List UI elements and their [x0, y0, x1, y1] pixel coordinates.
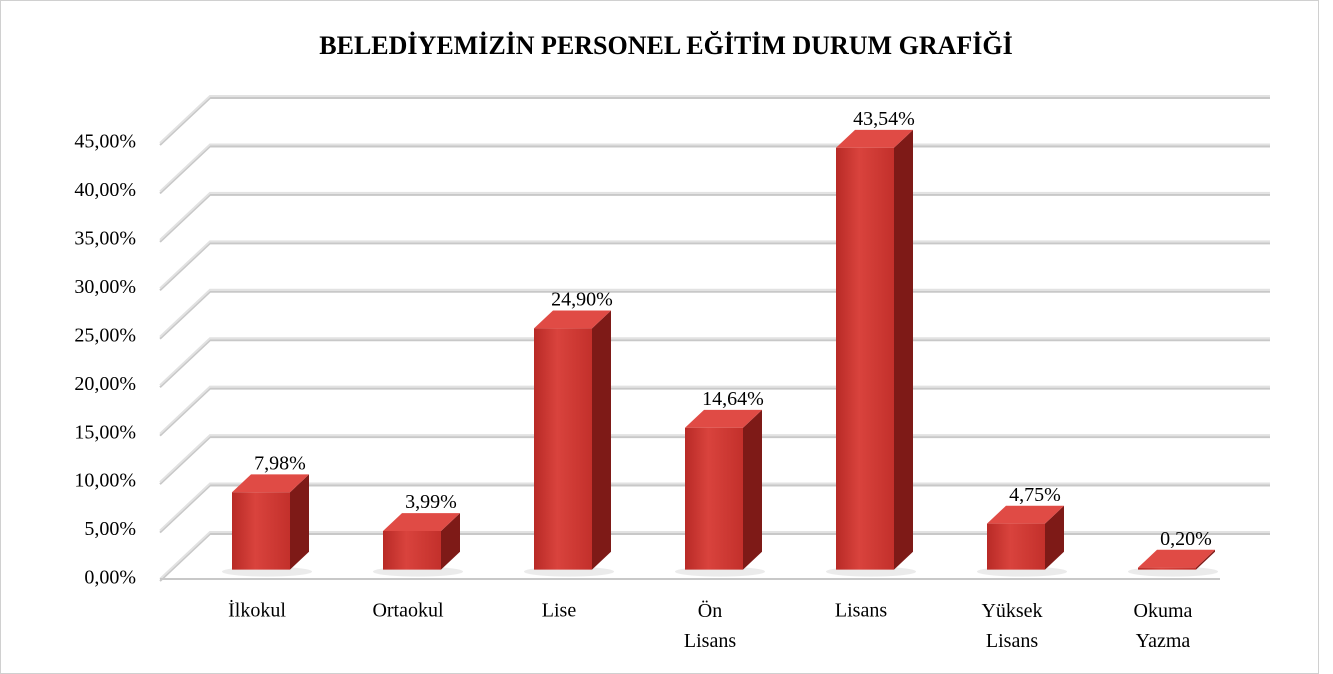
x-tick-label: İlkokul — [228, 599, 286, 622]
x-tick-label: Yüksek Lisans — [981, 600, 1042, 652]
y-tick-label: 30,00% — [74, 276, 136, 298]
grid-line-face — [159, 337, 1270, 386]
grid-line — [159, 288, 1270, 340]
bar — [524, 310, 614, 577]
bar-front — [1138, 567, 1196, 570]
grid-line — [159, 337, 1270, 388]
grid-line-shadow — [159, 290, 1270, 340]
grid-line-shadow — [159, 145, 1270, 195]
grid-line-face — [159, 288, 1270, 338]
y-tick-label: 45,00% — [74, 131, 136, 153]
y-tick-label: 15,00% — [74, 421, 136, 443]
x-tick-label: Lisans — [835, 600, 887, 622]
y-tick-label: 20,00% — [74, 373, 136, 395]
grid-line — [159, 434, 1270, 485]
grid-line-face — [159, 191, 1270, 241]
bar-front — [534, 328, 592, 570]
bar-top — [534, 310, 611, 329]
bar-top — [836, 129, 913, 148]
grid-line-face — [159, 143, 1270, 193]
bar — [373, 513, 463, 577]
value-label: 24,90% — [551, 289, 613, 311]
bar-front — [685, 427, 743, 570]
bar — [826, 129, 916, 577]
bar — [1128, 549, 1218, 577]
y-tick-label: 40,00% — [74, 179, 136, 201]
bar-side — [894, 129, 913, 570]
grid-line — [159, 482, 1270, 534]
grid-line — [159, 531, 1270, 582]
grid-line-face — [159, 434, 1270, 483]
y-tick-label: 25,00% — [74, 324, 136, 346]
grid-line-shadow — [159, 436, 1270, 485]
grid-line — [159, 240, 1270, 292]
y-tick-label: 10,00% — [74, 470, 136, 492]
bar-side — [743, 409, 762, 570]
value-label: 0,20% — [1160, 528, 1212, 550]
bar-front — [383, 530, 441, 570]
x-tick-label: Ortaokul — [372, 600, 444, 622]
bar-front — [232, 492, 290, 570]
grid-line-shadow — [159, 533, 1270, 582]
bar-top — [1138, 549, 1215, 568]
bar — [675, 409, 765, 577]
value-label: 14,64% — [702, 388, 764, 410]
y-tick-label: 0,00% — [84, 567, 136, 589]
chart-title: BELEDİYEMİZİN PERSONEL EĞİTİM DURUM GRAF… — [319, 31, 1012, 60]
grid-line-face — [159, 482, 1270, 532]
grid-line-shadow — [159, 193, 1270, 243]
grid-line — [159, 143, 1270, 195]
bar-side — [1196, 549, 1215, 570]
grid-line-shadow — [159, 339, 1270, 388]
bar-top — [232, 474, 309, 493]
grid-line-face — [159, 95, 1270, 144]
value-label: 4,75% — [1009, 484, 1061, 506]
bar-top — [987, 505, 1064, 524]
bar — [977, 505, 1067, 577]
x-tick-label: Lise — [542, 600, 577, 622]
grid-line-shadow — [159, 387, 1270, 437]
bar-front — [987, 523, 1045, 570]
grid-line — [159, 385, 1270, 437]
bar-side — [1045, 505, 1064, 570]
grid-line-face — [159, 385, 1270, 435]
bar-top — [383, 513, 460, 531]
x-tick-label: Okuma Yazma — [1134, 600, 1193, 652]
bar-side — [441, 513, 460, 570]
bar-top — [685, 409, 762, 428]
y-tick-label: 35,00% — [74, 227, 136, 249]
value-label: 43,54% — [853, 108, 915, 130]
value-label: 3,99% — [405, 491, 457, 513]
x-tick-label: Ön Lisans — [684, 599, 736, 652]
bar-side — [290, 474, 309, 570]
bar — [222, 474, 312, 577]
bar-side — [592, 310, 611, 570]
grid-line-face — [159, 240, 1270, 290]
grid-line-shadow — [159, 97, 1270, 146]
value-label: 7,98% — [254, 452, 306, 474]
grid-line — [159, 191, 1270, 243]
bar-front — [836, 147, 894, 570]
grid-line — [159, 95, 1270, 146]
grid-line-face — [159, 531, 1270, 580]
y-tick-label: 5,00% — [84, 518, 136, 540]
grid-line-shadow — [159, 242, 1270, 292]
grid-line-shadow — [159, 484, 1270, 534]
